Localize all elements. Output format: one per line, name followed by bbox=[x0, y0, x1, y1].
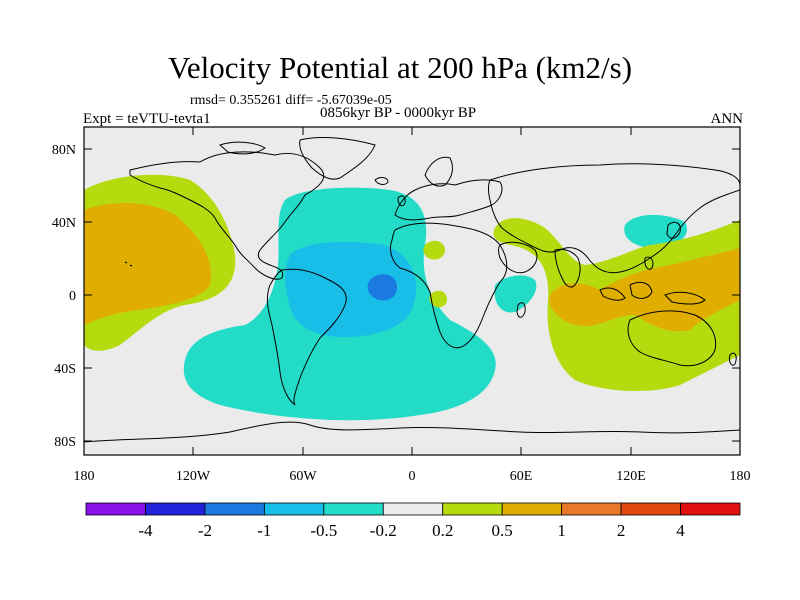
coastlines bbox=[84, 137, 740, 443]
coast-iceland bbox=[374, 177, 389, 185]
colorbar-label: 4 bbox=[676, 521, 685, 540]
period-label: 0856kyr BP - 0000kyr BP bbox=[320, 105, 477, 121]
lon-label-0: 0 bbox=[409, 469, 416, 484]
contour-westpac-core bbox=[549, 248, 740, 332]
coast-asia bbox=[488, 163, 740, 274]
lon-label-60w: 60W bbox=[289, 469, 317, 484]
coast-europe bbox=[394, 179, 503, 221]
coast-new-guinea bbox=[664, 291, 706, 305]
colorbar: -4 -2 -1 -0.5 -0.2 0.2 0.5 1 2 4 bbox=[85, 502, 741, 540]
coast-antarctica bbox=[84, 421, 740, 443]
colorbar-swatch bbox=[323, 502, 384, 516]
lon-label-120w: 120W bbox=[176, 469, 211, 484]
colorbar-label: -4 bbox=[138, 521, 153, 540]
contour-africa-small bbox=[429, 290, 448, 308]
colorbar-swatch bbox=[145, 502, 206, 516]
coast-arabia bbox=[498, 241, 538, 274]
coast-madagascar bbox=[516, 302, 526, 318]
lat-labels: 80N 40N 0 40S 80S bbox=[52, 143, 76, 450]
contour-africa-small2 bbox=[423, 240, 446, 260]
colorbar-swatch bbox=[204, 502, 265, 516]
coast-greenland bbox=[299, 137, 376, 180]
stats-line: rmsd= 0.355261 diff= -5.67039e-05 bbox=[190, 93, 392, 108]
colorbar-swatch bbox=[680, 502, 741, 516]
contour-madagascar-negative bbox=[494, 275, 537, 313]
coast-india bbox=[554, 248, 581, 288]
coast-north-america bbox=[129, 151, 325, 280]
colorbar-swatch bbox=[561, 502, 622, 516]
coast-south-america bbox=[266, 268, 347, 406]
coast-scandinavia bbox=[424, 156, 453, 187]
colorbar-label: -2 bbox=[198, 521, 212, 540]
coast-new-zealand bbox=[729, 352, 737, 366]
contour-pacific-core bbox=[84, 203, 211, 325]
contour-atlantic-core bbox=[285, 242, 417, 338]
colorbar-label: 1 bbox=[557, 521, 566, 540]
lat-label-0: 0 bbox=[69, 289, 76, 304]
colorbar-label: 0.5 bbox=[492, 521, 513, 540]
lat-ticks bbox=[84, 148, 740, 442]
colorbar-swatch bbox=[620, 502, 681, 516]
colorbar-label: -0.5 bbox=[310, 521, 337, 540]
coast-borneo bbox=[629, 281, 653, 299]
colorbar-label: -1 bbox=[257, 521, 271, 540]
colorbar-swatch bbox=[263, 502, 325, 516]
colorbar-swatch bbox=[501, 502, 563, 516]
coast-japan bbox=[666, 221, 681, 239]
colorbar-label: 2 bbox=[617, 521, 626, 540]
coast-australia bbox=[627, 310, 717, 367]
contour-atlantic-minimum bbox=[367, 274, 398, 301]
colorbar-label: -0.2 bbox=[370, 521, 397, 540]
lon-label-180e: 180 bbox=[730, 469, 751, 484]
season-label: ANN bbox=[710, 111, 744, 127]
lat-label-80s: 80S bbox=[54, 435, 76, 450]
coast-sumatra bbox=[599, 287, 626, 301]
lon-label-120e: 120E bbox=[616, 469, 646, 484]
coast-hawaii bbox=[124, 261, 133, 267]
lon-label-60e: 60E bbox=[510, 469, 533, 484]
colorbar-swatch bbox=[85, 502, 146, 516]
lat-label-40s: 40S bbox=[54, 362, 76, 377]
coast-arctic-islands bbox=[219, 141, 266, 155]
colorbar-swatch bbox=[382, 502, 444, 516]
colorbar-swatch bbox=[442, 502, 503, 516]
experiment-label: Expt = teVTU-tevta1 bbox=[83, 111, 211, 127]
lat-label-80n: 80N bbox=[52, 143, 76, 158]
coast-africa bbox=[389, 222, 508, 349]
coast-philippines bbox=[644, 256, 654, 270]
lon-label-180w: 180 bbox=[74, 469, 95, 484]
colorbar-label: 0.2 bbox=[432, 521, 453, 540]
lon-labels: 180 120W 60W 0 60E 120E 180 bbox=[74, 469, 751, 484]
plot-title: Velocity Potential at 200 hPa (km2/s) bbox=[167, 50, 633, 85]
coast-uk bbox=[397, 195, 406, 207]
lat-label-40n: 40N bbox=[52, 216, 76, 231]
lon-ticks bbox=[83, 127, 741, 455]
